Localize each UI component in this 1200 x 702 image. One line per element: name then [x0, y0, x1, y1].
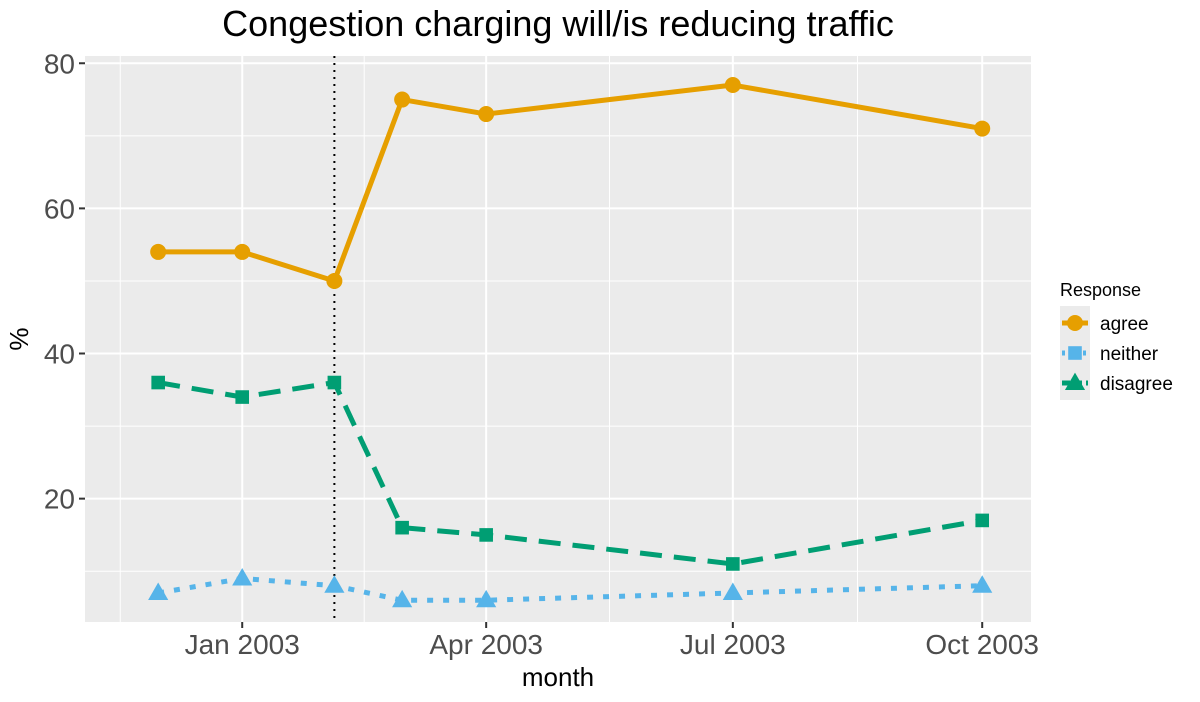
data-point-disagree [395, 520, 409, 535]
legend-key-triangle-icon [1064, 372, 1086, 391]
x-tick-label: Jul 2003 [680, 629, 786, 660]
series-layer [148, 77, 993, 608]
legend-label: disagree [1100, 374, 1173, 395]
chart-title: Congestion charging will/is reducing tra… [222, 3, 894, 44]
y-tick-label: 60 [44, 193, 75, 224]
series-disagree [151, 375, 990, 571]
x-axis: Jan 2003 Apr 2003 Jul 2003 Oct 2003 [185, 622, 1039, 660]
series-neither [148, 568, 993, 608]
data-point-disagree [151, 375, 165, 390]
data-point-agree [724, 77, 741, 94]
data-point-neither [392, 589, 413, 608]
data-point-agree [150, 243, 167, 260]
data-point-disagree [479, 528, 493, 542]
y-tick-label: 20 [44, 484, 75, 515]
y-axis-title: % [4, 327, 34, 350]
data-point-neither [972, 575, 993, 593]
data-point-disagree [235, 390, 250, 404]
data-point-disagree [726, 557, 740, 571]
legend: Response agree neither disagree [1060, 280, 1173, 400]
legend-label: neither [1100, 344, 1159, 365]
data-point-disagree [327, 375, 342, 390]
data-point-agree [478, 106, 495, 123]
data-point-neither [148, 582, 169, 601]
data-point-agree [326, 272, 343, 289]
legend-key-square-icon [1068, 346, 1082, 360]
legend-label: agree [1100, 314, 1149, 335]
x-tick-label: Apr 2003 [429, 629, 543, 660]
y-axis: 20 40 60 80 [44, 48, 85, 515]
data-point-neither [722, 582, 743, 601]
x-tick-label: Oct 2003 [925, 629, 1039, 660]
data-point-neither [232, 568, 253, 586]
legend-title: Response [1060, 280, 1141, 300]
y-tick-label: 80 [44, 48, 75, 79]
y-tick-label: 40 [44, 339, 75, 370]
data-point-disagree [975, 513, 990, 528]
x-tick-label: Jan 2003 [185, 629, 300, 660]
x-axis-title: month [522, 662, 594, 692]
data-point-neither [476, 589, 497, 608]
data-point-neither [324, 575, 345, 593]
data-point-agree [974, 120, 991, 137]
data-point-agree [394, 91, 411, 108]
grid-lines [85, 56, 1031, 622]
legend-key-circle-icon [1067, 315, 1083, 331]
data-point-agree [234, 243, 251, 260]
series-agree [150, 77, 991, 289]
